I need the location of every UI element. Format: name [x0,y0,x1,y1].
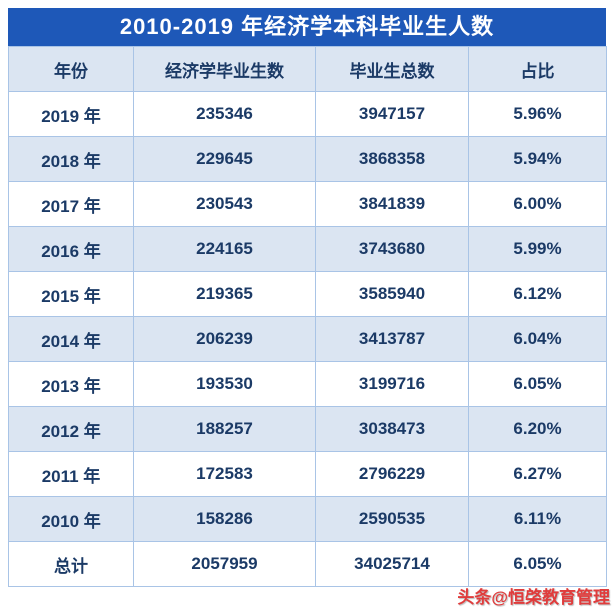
cell-total-graduates: 34025714 [315,541,469,587]
cell-total-graduates: 3743680 [315,226,469,272]
cell-total-graduates: 3947157 [315,91,469,137]
cell-econ-graduates: 235346 [133,91,316,137]
cell-year: 2016 年 [8,226,134,272]
table-row: 2013 年 193530 3199716 6.05% [8,361,607,407]
cell-year: 2013 年 [8,361,134,407]
cell-percentage: 5.96% [468,91,607,137]
cell-year: 总计 [8,541,134,587]
cell-year: 2011 年 [8,451,134,497]
cell-econ-graduates: 206239 [133,316,316,362]
cell-total-graduates: 3038473 [315,406,469,452]
header-total-graduates: 毕业生总数 [315,46,469,92]
cell-percentage: 5.99% [468,226,607,272]
cell-econ-graduates: 230543 [133,181,316,227]
cell-year: 2012 年 [8,406,134,452]
cell-percentage: 6.05% [468,361,607,407]
table-row: 2012 年 188257 3038473 6.20% [8,406,607,452]
cell-percentage: 6.11% [468,496,607,542]
cell-econ-graduates: 172583 [133,451,316,497]
cell-econ-graduates: 224165 [133,226,316,272]
table-row: 2019 年 235346 3947157 5.96% [8,91,607,137]
cell-econ-graduates: 158286 [133,496,316,542]
graduates-table: 年份 经济学毕业生数 毕业生总数 占比 2019 年 235346 394715… [8,46,607,587]
cell-percentage: 6.27% [468,451,607,497]
table-row: 2016 年 224165 3743680 5.99% [8,226,607,272]
cell-total-graduates: 3868358 [315,136,469,182]
table-row: 2011 年 172583 2796229 6.27% [8,451,607,497]
table-row-total: 总计 2057959 34025714 6.05% [8,541,607,587]
cell-percentage: 5.94% [468,136,607,182]
cell-total-graduates: 2796229 [315,451,469,497]
cell-percentage: 6.20% [468,406,607,452]
table-row: 2018 年 229645 3868358 5.94% [8,136,607,182]
cell-percentage: 6.05% [468,541,607,587]
cell-total-graduates: 2590535 [315,496,469,542]
header-econ-graduates: 经济学毕业生数 [133,46,316,92]
cell-year: 2017 年 [8,181,134,227]
cell-econ-graduates: 188257 [133,406,316,452]
watermark: 头条@恒棨教育管理 [457,583,610,608]
cell-percentage: 6.00% [468,181,607,227]
cell-total-graduates: 3585940 [315,271,469,317]
cell-total-graduates: 3841839 [315,181,469,227]
cell-econ-graduates: 193530 [133,361,316,407]
cell-total-graduates: 3199716 [315,361,469,407]
table-row: 2017 年 230543 3841839 6.00% [8,181,607,227]
graduates-table-card: 2010-2019 年经济学本科毕业生人数 年份 经济学毕业生数 毕业生总数 占… [8,8,607,587]
cell-year: 2015 年 [8,271,134,317]
cell-year: 2010 年 [8,496,134,542]
cell-econ-graduates: 2057959 [133,541,316,587]
cell-econ-graduates: 219365 [133,271,316,317]
watermark-text: 头条@恒棨教育管理 [457,588,610,607]
table-title: 2010-2019 年经济学本科毕业生人数 [8,8,606,46]
table-row: 2015 年 219365 3585940 6.12% [8,271,607,317]
header-percentage: 占比 [468,46,607,92]
cell-year: 2019 年 [8,91,134,137]
cell-percentage: 6.04% [468,316,607,362]
header-row: 年份 经济学毕业生数 毕业生总数 占比 [8,46,607,92]
cell-year: 2014 年 [8,316,134,362]
table-row: 2010 年 158286 2590535 6.11% [8,496,607,542]
cell-year: 2018 年 [8,136,134,182]
cell-total-graduates: 3413787 [315,316,469,362]
cell-percentage: 6.12% [468,271,607,317]
cell-econ-graduates: 229645 [133,136,316,182]
header-year: 年份 [8,46,134,92]
table-row: 2014 年 206239 3413787 6.04% [8,316,607,362]
